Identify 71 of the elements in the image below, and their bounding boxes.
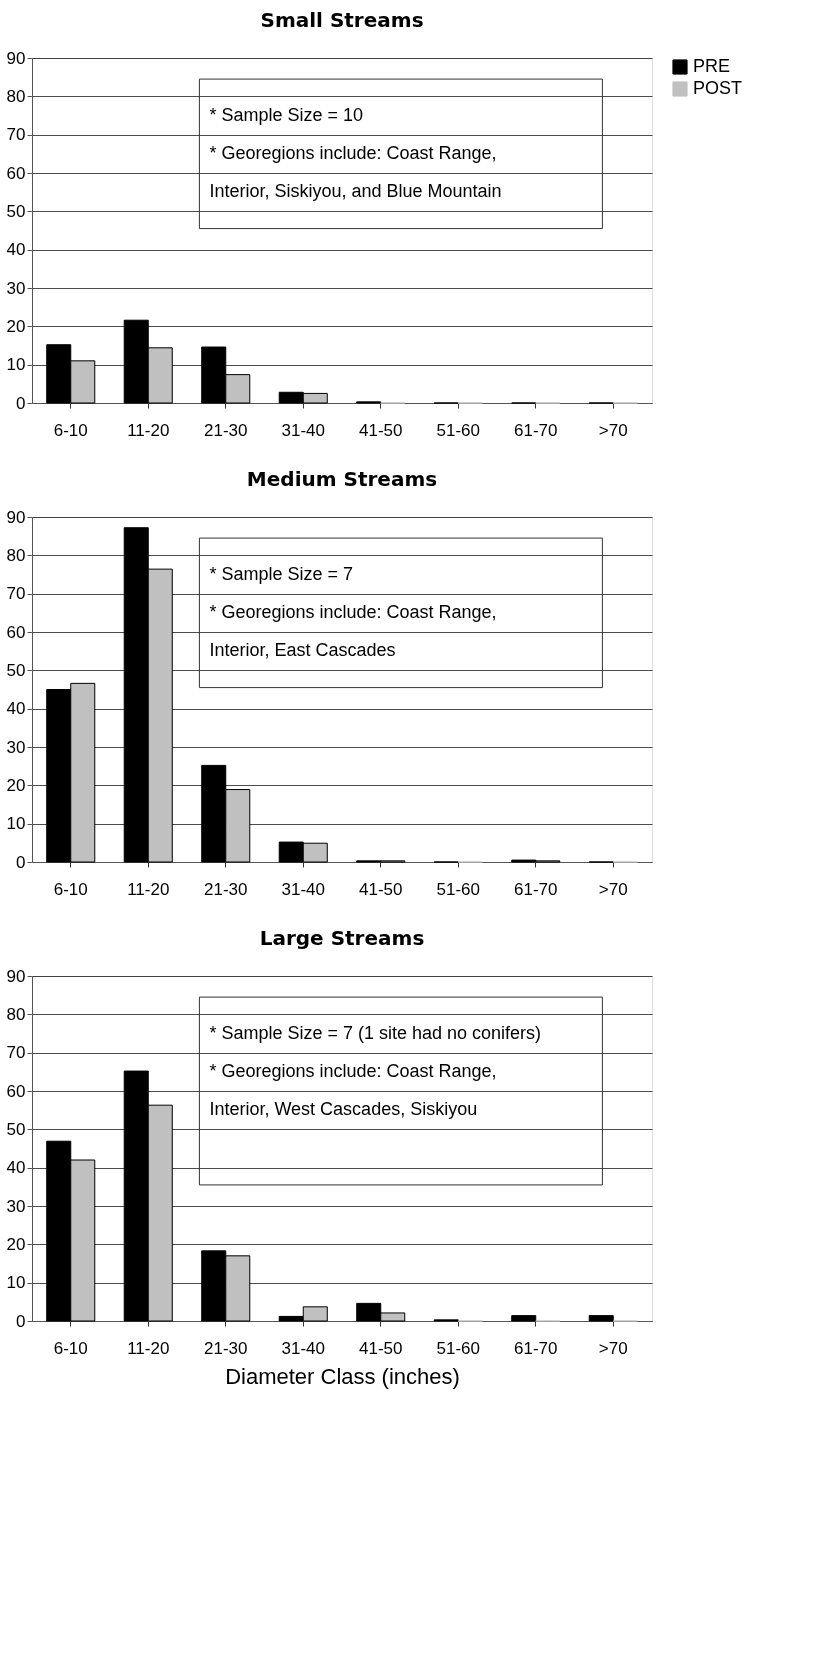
y-tick-label: 40 — [6, 240, 26, 260]
x-tick-label: 51-60 — [436, 1338, 480, 1358]
y-tick-label: 30 — [6, 737, 26, 757]
y-tick-label: 80 — [6, 1004, 26, 1024]
x-tick-label: 51-60 — [436, 420, 480, 440]
y-tick-label: 80 — [6, 86, 26, 106]
x-tick-label: 11-20 — [127, 879, 170, 899]
x-tick-label: 41-50 — [359, 879, 403, 899]
y-tick-label: 70 — [6, 1043, 26, 1063]
x-tick-label: 11-20 — [127, 420, 170, 440]
annotation: * Georegions include: Coast Range, — [209, 601, 497, 622]
y-tick-label: 50 — [6, 1119, 26, 1139]
y-tick-label: 90 — [6, 966, 26, 986]
annotation: * Sample Size = 7 — [209, 563, 353, 584]
x-tick-label: 61-70 — [514, 1338, 558, 1358]
x-tick-label: 61-70 — [514, 879, 558, 899]
annotation: * Sample Size = 10 — [209, 104, 363, 125]
x-tick-label: 6-10 — [53, 1338, 88, 1358]
y-tick-label: 40 — [6, 1158, 26, 1178]
chart-title: Small Streams — [260, 8, 424, 32]
y-tick-label: 0 — [16, 393, 26, 413]
y-tick-label: 20 — [6, 775, 26, 795]
x-tick-label: 21-30 — [204, 420, 248, 440]
x-tick-label: 6-10 — [53, 420, 88, 440]
y-tick-label: 10 — [6, 355, 26, 375]
y-tick-label: 50 — [6, 201, 26, 221]
annotation: * Georegions include: Coast Range, — [209, 1060, 497, 1081]
x-tick-label: 31-40 — [281, 420, 325, 440]
y-tick-label: 10 — [6, 814, 26, 834]
y-tick-label: 0 — [16, 1311, 26, 1331]
annotation: Interior, Siskiyou, and Blue Mountain — [209, 181, 502, 202]
x-tick-label: >70 — [598, 1338, 628, 1358]
x-tick-label: >70 — [598, 879, 628, 899]
y-tick-label: 20 — [6, 1234, 26, 1254]
x-tick-label: 31-40 — [281, 879, 325, 899]
y-tick-label: 10 — [6, 1273, 26, 1293]
legend-label: POST — [693, 78, 743, 98]
bar — [511, 1315, 537, 1322]
y-tick-label: 20 — [6, 316, 26, 336]
x-tick-label: 11-20 — [127, 1338, 170, 1358]
x-tick-label: 21-30 — [204, 1338, 248, 1358]
x-tick-label: 6-10 — [53, 879, 88, 899]
x-tick-label: 41-50 — [359, 1338, 403, 1358]
x-tick-label: 31-40 — [281, 1338, 325, 1358]
chart-title: Large Streams — [259, 926, 425, 950]
y-tick-label: 60 — [6, 163, 26, 183]
annotation: Interior, East Cascades — [209, 640, 396, 661]
annotation: * Georegions include: Coast Range, — [209, 142, 497, 163]
x-tick-label: >70 — [598, 420, 628, 440]
y-tick-label: 40 — [6, 699, 26, 719]
x-tick-label: 41-50 — [359, 420, 403, 440]
y-tick-label: 0 — [16, 852, 26, 872]
y-tick-label: 30 — [6, 1196, 26, 1216]
bar — [588, 1315, 614, 1322]
y-tick-label: 60 — [6, 1081, 26, 1101]
y-tick-label: 50 — [6, 660, 26, 680]
y-tick-label: 90 — [6, 48, 26, 68]
chart-title: Medium Streams — [246, 467, 438, 491]
annotation: Interior, West Cascades, Siskiyou — [209, 1099, 478, 1120]
y-tick-label: 70 — [6, 125, 26, 145]
y-tick-label: 30 — [6, 278, 26, 298]
y-tick-label: 70 — [6, 584, 26, 604]
x-axis-title: Diameter Class (inches) — [225, 1363, 460, 1389]
y-tick-label: 60 — [6, 622, 26, 642]
x-tick-label: 21-30 — [204, 879, 248, 899]
y-tick-label: 80 — [6, 545, 26, 565]
annotation: * Sample Size = 7 (1 site had no conifers) — [209, 1022, 542, 1043]
legend-label: PRE — [693, 56, 731, 76]
x-tick-label: 61-70 — [514, 420, 558, 440]
x-tick-label: 51-60 — [436, 879, 480, 899]
y-tick-label: 90 — [6, 507, 26, 527]
